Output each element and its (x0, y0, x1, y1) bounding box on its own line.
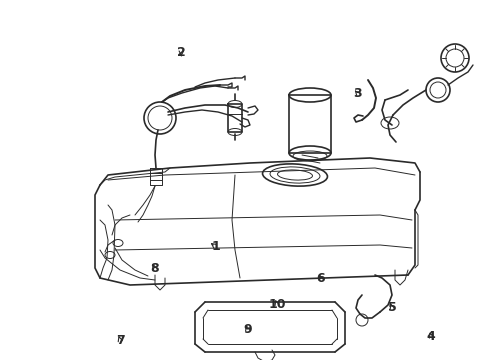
Text: 4: 4 (427, 330, 436, 343)
Text: 9: 9 (243, 323, 252, 336)
Text: 10: 10 (268, 298, 286, 311)
Text: 8: 8 (150, 262, 159, 275)
Text: 5: 5 (388, 301, 396, 314)
Text: 2: 2 (177, 46, 186, 59)
Text: 3: 3 (353, 87, 362, 100)
Text: 1: 1 (211, 240, 220, 253)
Text: 6: 6 (317, 273, 325, 285)
Text: 7: 7 (116, 334, 124, 347)
